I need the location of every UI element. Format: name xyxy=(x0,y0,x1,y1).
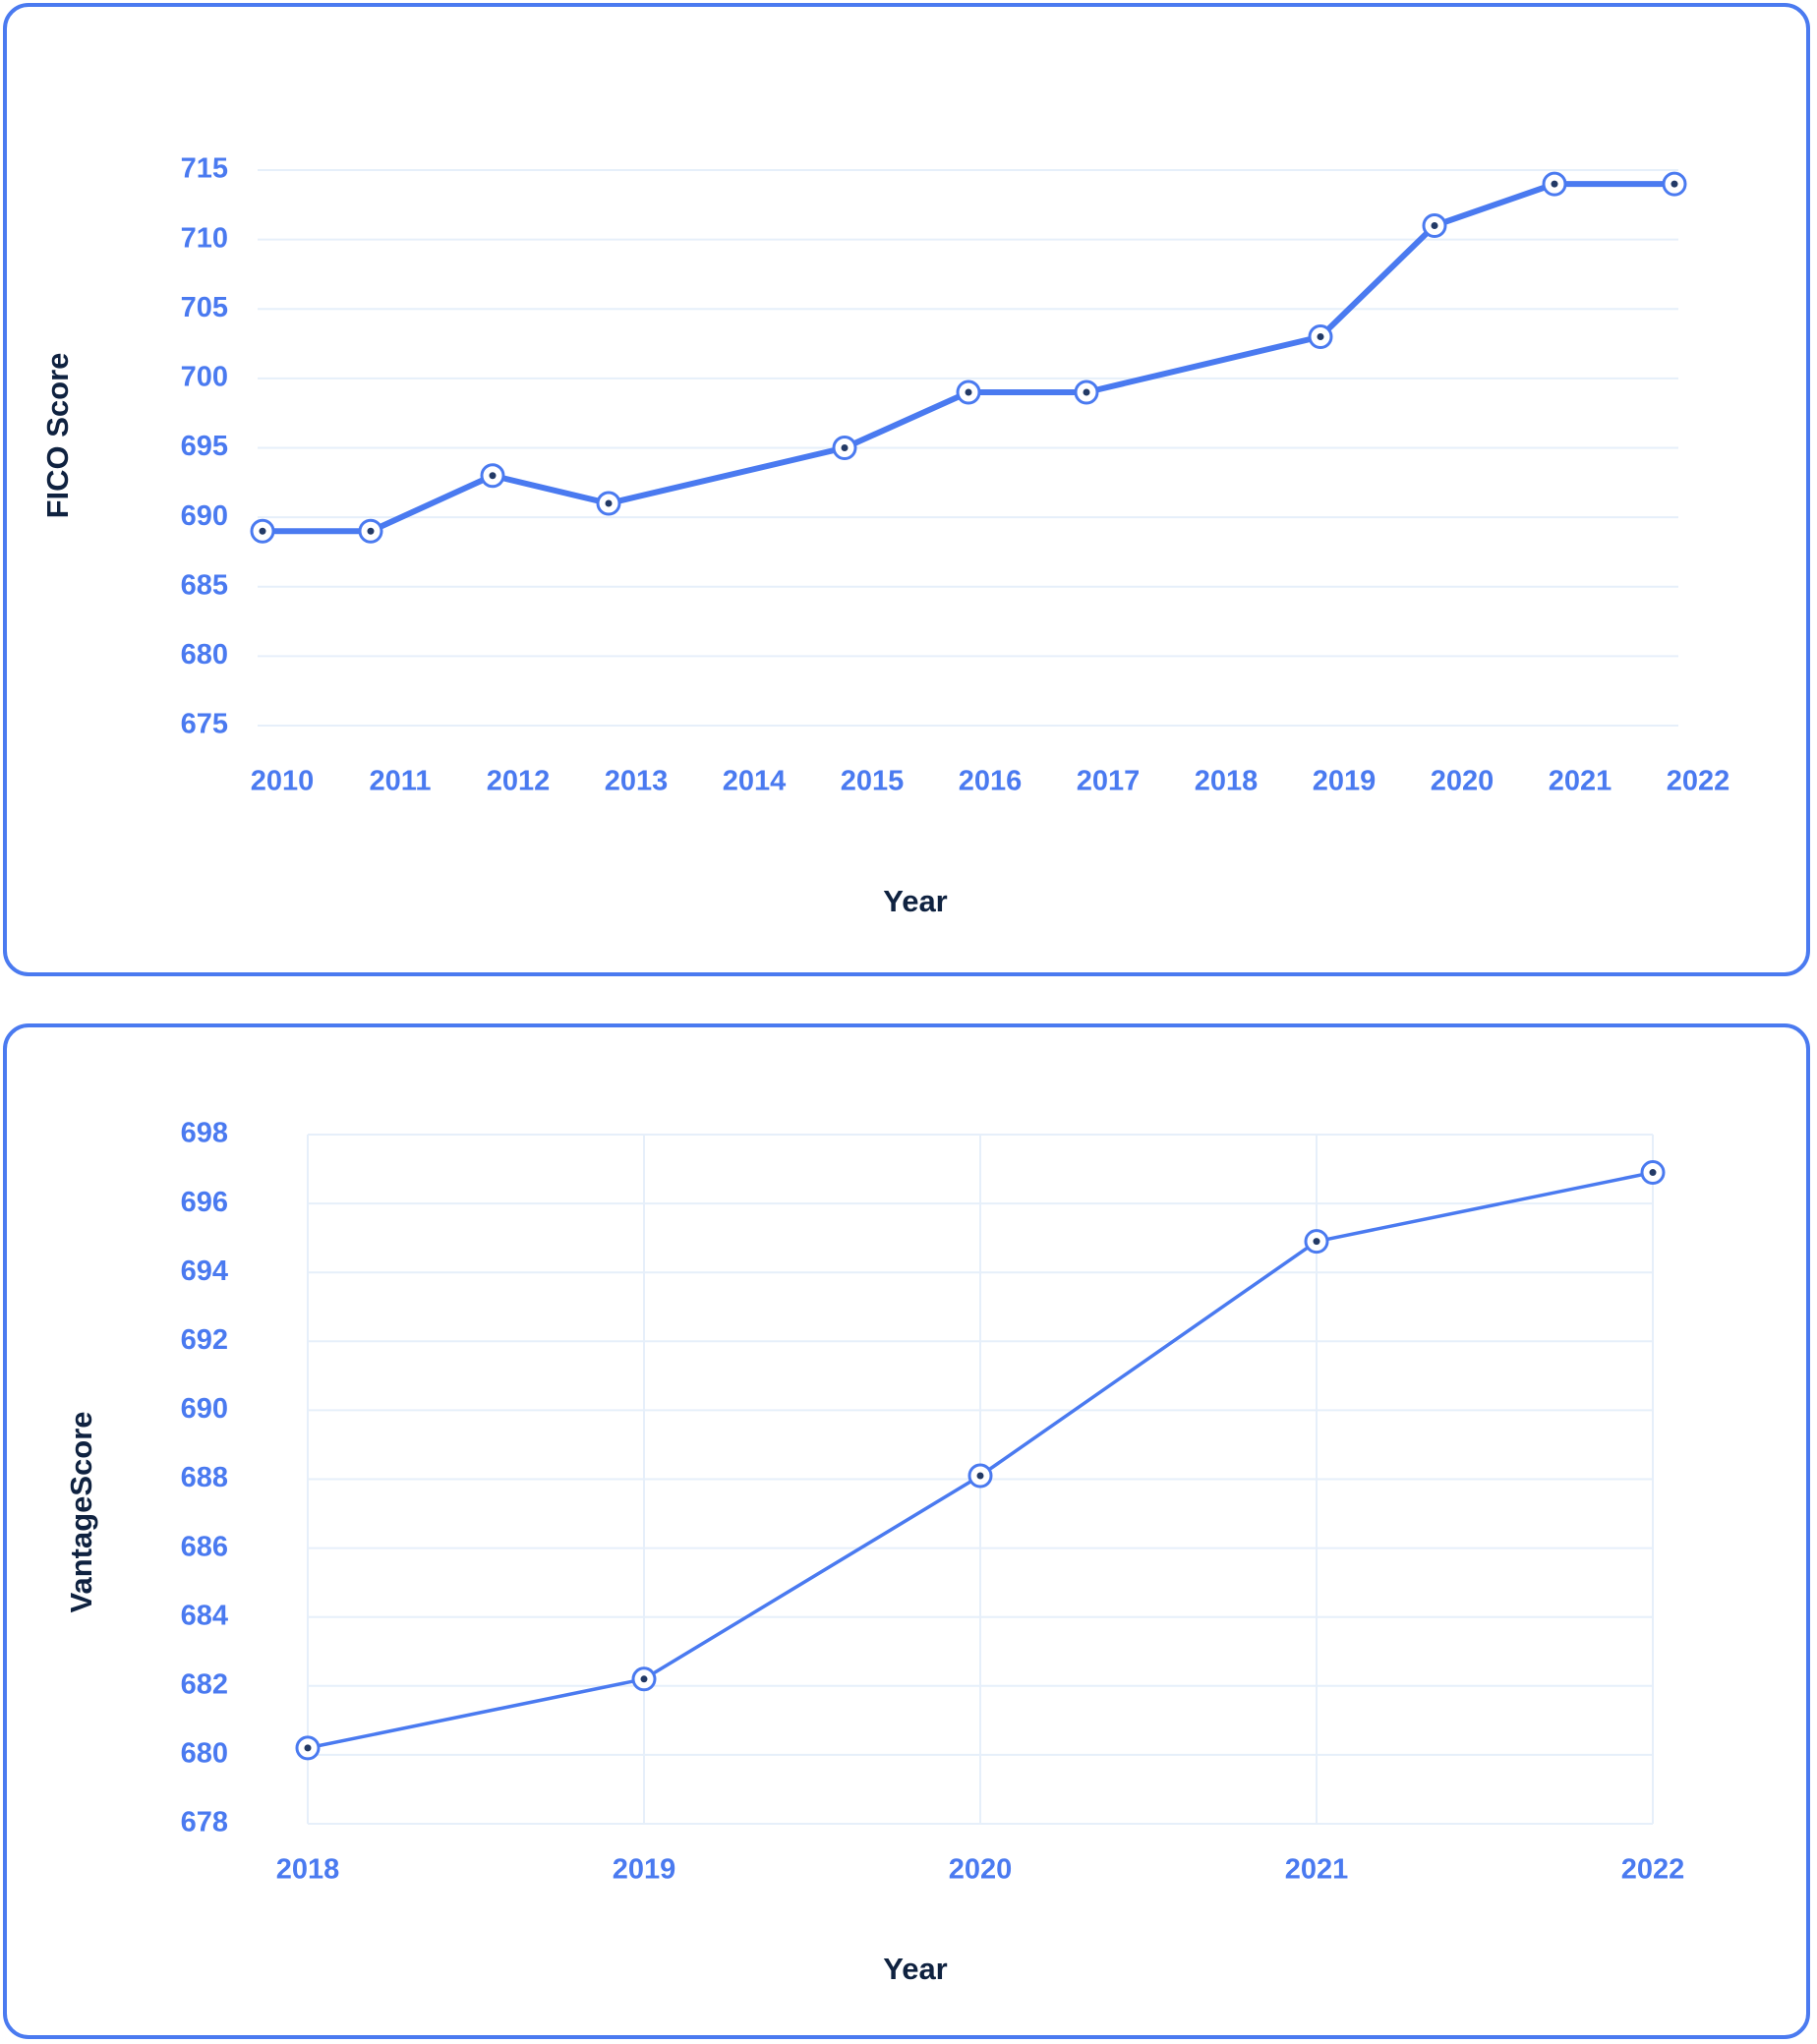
y-tick-label: 715 xyxy=(181,153,228,185)
y-axis-title: VantageScore xyxy=(64,1411,98,1612)
data-point[interactable] xyxy=(1640,1160,1666,1186)
series-line xyxy=(260,181,1677,535)
y-tick-label: 688 xyxy=(181,1462,228,1493)
data-point[interactable] xyxy=(1422,213,1447,238)
x-tick-label: 2020 xyxy=(949,1854,1013,1886)
x-tick-label: 2020 xyxy=(1431,766,1495,797)
y-tick-label: 682 xyxy=(181,1668,228,1700)
x-tick-label: 2011 xyxy=(370,766,432,797)
x-tick-label: 2022 xyxy=(1621,1854,1685,1886)
x-tick-label: 2015 xyxy=(841,766,905,797)
y-tick-label: 690 xyxy=(181,500,228,532)
x-tick-label: 2012 xyxy=(487,766,551,797)
x-tick-label: 2013 xyxy=(605,766,669,797)
y-tick-label: 694 xyxy=(181,1256,228,1287)
y-tick-label: 678 xyxy=(181,1807,228,1839)
data-point[interactable] xyxy=(295,1735,321,1761)
x-tick-label: 2017 xyxy=(1077,766,1141,797)
x-tick-label: 2019 xyxy=(613,1854,676,1886)
data-point[interactable] xyxy=(358,518,383,544)
y-axis-title: FICO Score xyxy=(40,353,75,519)
x-axis-title: Year xyxy=(883,884,948,918)
y-tick-label: 675 xyxy=(181,709,228,740)
x-tick-label: 2016 xyxy=(959,766,1023,797)
y-tick-label: 695 xyxy=(181,431,228,462)
data-point[interactable] xyxy=(1662,171,1687,197)
y-tick-label: 710 xyxy=(181,222,228,254)
data-point[interactable] xyxy=(956,380,981,405)
x-tick-label: 2010 xyxy=(251,766,315,797)
x-tick-label: 2019 xyxy=(1313,766,1377,797)
x-tick-label: 2021 xyxy=(1549,766,1612,797)
data-point[interactable] xyxy=(1304,1229,1329,1255)
data-point[interactable] xyxy=(250,518,275,544)
data-point[interactable] xyxy=(596,491,621,516)
y-tick-label: 692 xyxy=(181,1324,228,1356)
y-tick-label: 684 xyxy=(181,1600,228,1631)
data-point[interactable] xyxy=(631,1666,657,1692)
x-tick-label: 2018 xyxy=(1195,766,1259,797)
data-point[interactable] xyxy=(967,1463,993,1489)
data-point[interactable] xyxy=(1074,380,1099,405)
x-tick-label: 2018 xyxy=(276,1854,340,1886)
x-axis-title: Year xyxy=(883,1952,948,1986)
vantagescore-chart-panel: 698 696 694 692 690 688 686 684 682 680 678 2018 20… xyxy=(3,1023,1810,2039)
y-tick-label: 700 xyxy=(181,362,228,393)
data-point[interactable] xyxy=(1308,324,1333,349)
y-tick-label: 705 xyxy=(181,292,228,323)
y-tick-label: 690 xyxy=(181,1393,228,1425)
y-tick-label: 686 xyxy=(181,1531,228,1562)
data-point[interactable] xyxy=(832,436,857,460)
vantagescore-chart: 698 696 694 692 690 688 686 684 682 680 678 2018 20… xyxy=(64,1118,1685,1987)
data-point[interactable] xyxy=(480,463,505,489)
y-tick-label: 680 xyxy=(181,1738,228,1770)
fico-chart: 715 710 705 700 695 690 685 680 675 2010 2011 2012… xyxy=(40,153,1730,919)
y-tick-label: 680 xyxy=(181,639,228,671)
y-tick-label: 685 xyxy=(181,569,228,601)
x-tick-label: 2014 xyxy=(723,766,787,797)
x-tick-label: 2021 xyxy=(1285,1854,1349,1886)
y-tick-label: 698 xyxy=(181,1118,228,1149)
y-tick-label: 696 xyxy=(181,1187,228,1218)
fico-chart-panel: 715 710 705 700 695 690 685 680 675 2010 2011 2012… xyxy=(3,3,1810,976)
data-point[interactable] xyxy=(1542,171,1567,197)
x-tick-label: 2022 xyxy=(1667,766,1730,797)
